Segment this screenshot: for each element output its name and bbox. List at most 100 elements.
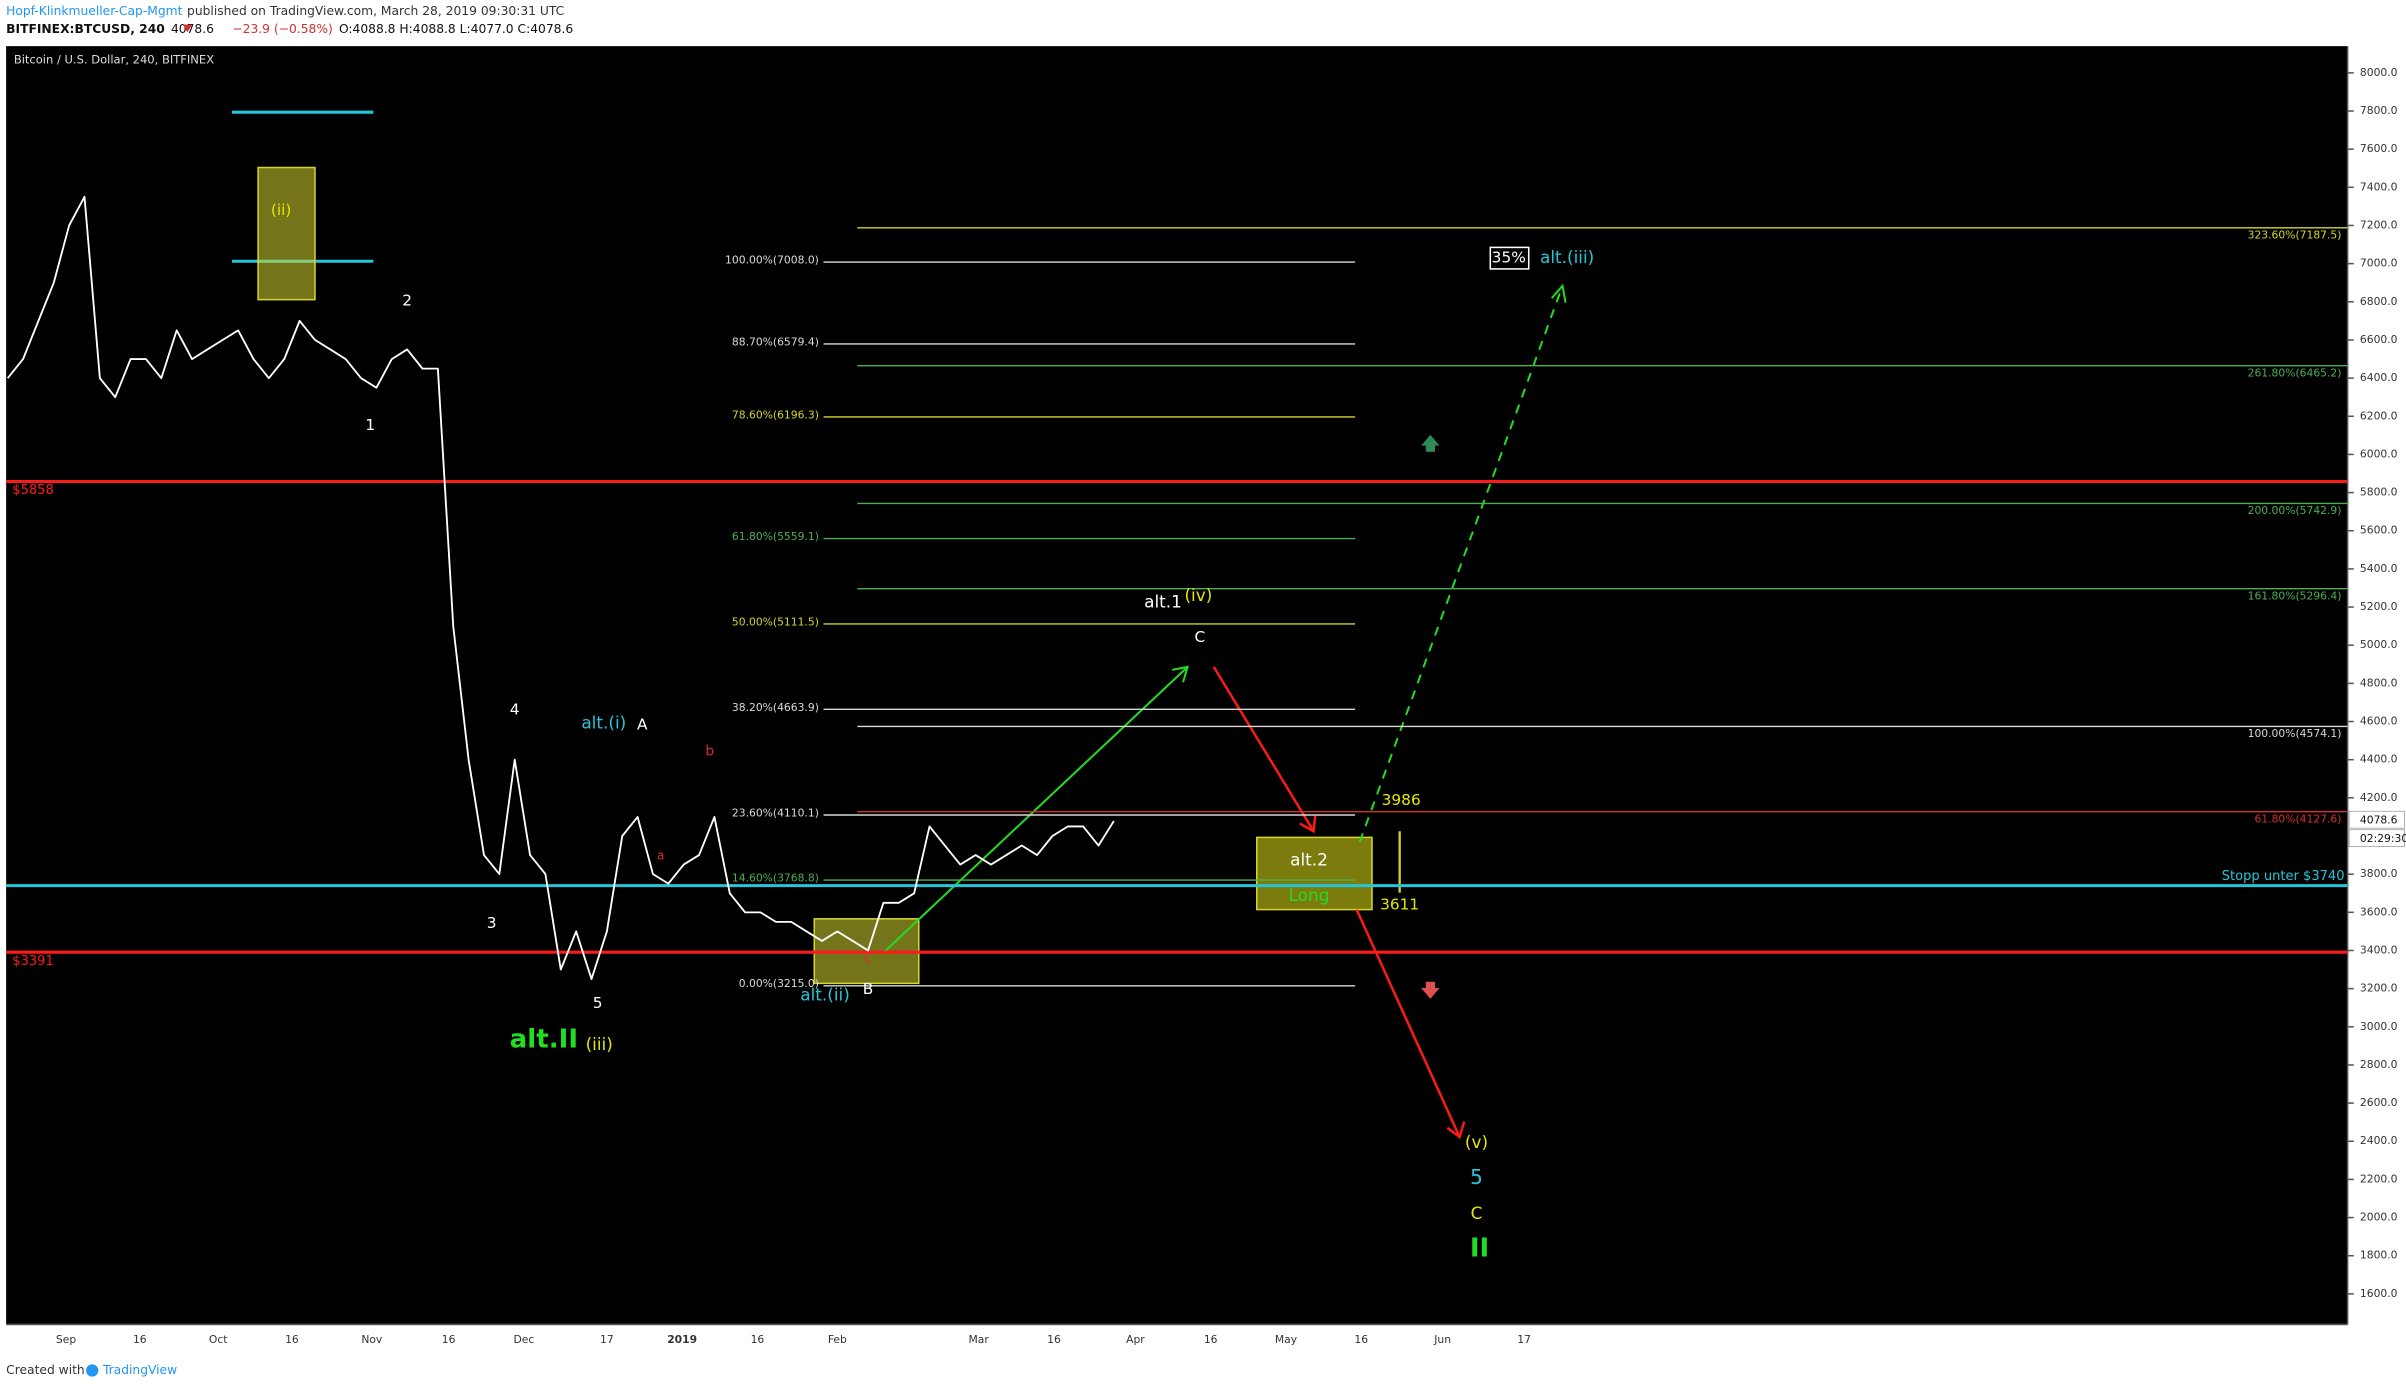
- fib-label: 23.60%(4110.1): [732, 806, 819, 819]
- arrow-head: [1299, 815, 1317, 834]
- chart-pane: [6, 46, 2348, 1325]
- x-tick-label: 16: [1354, 1333, 1368, 1346]
- footer-brand[interactable]: TradingView: [102, 1363, 177, 1377]
- down-icon: [1421, 981, 1440, 999]
- fib-label: 200.00%(5742.9): [2248, 504, 2342, 517]
- y-tick-label: 3800.0: [2360, 867, 2398, 880]
- level-label: $5858: [12, 483, 54, 498]
- y-tick-label: 3600.0: [2360, 905, 2398, 918]
- y-tick-label: 5000.0: [2360, 638, 2398, 651]
- wave-label: (iv): [1184, 585, 1212, 605]
- dashed-arrow: [1358, 285, 1564, 843]
- y-tick-label: 3000.0: [2360, 1020, 2398, 1033]
- y-tick-label: 2800.0: [2360, 1058, 2398, 1071]
- price-tag: 02:29:30: [2360, 832, 2406, 845]
- y-tick-label: 7600.0: [2360, 142, 2398, 155]
- y-tick-label: 7200.0: [2360, 218, 2398, 231]
- green-arrow: [882, 666, 1189, 954]
- y-tick-label: 5400.0: [2360, 562, 2398, 575]
- wave-label: Long: [1289, 885, 1330, 905]
- wave-label: 4: [510, 700, 520, 718]
- wave-label: 3: [487, 914, 497, 932]
- fib-label: 88.70%(6579.4): [732, 335, 819, 348]
- arrow-head: [1446, 1121, 1466, 1140]
- y-tick-label: 6000.0: [2360, 447, 2398, 460]
- wave-label: alt.II: [510, 1025, 578, 1055]
- y-tick-label: 1800.0: [2360, 1249, 2398, 1262]
- fib-label: 61.80%(5559.1): [732, 530, 819, 543]
- x-tick-label: 16: [1047, 1333, 1061, 1346]
- y-tick-label: 4600.0: [2360, 715, 2398, 728]
- y-tick-label: 7000.0: [2360, 257, 2398, 270]
- drawings: $5858 $3391 Stopp unter $3740 100.00%(7008.…: [6, 110, 2348, 1264]
- tv-logo: [86, 1364, 99, 1377]
- y-tick-label: 6800.0: [2360, 295, 2398, 308]
- wave-label: C: [1471, 1203, 1483, 1223]
- fib-label: 261.80%(6465.2): [2248, 366, 2342, 379]
- change: −23.9 (−0.58%): [232, 22, 332, 36]
- x-tick-label: 16: [1204, 1333, 1218, 1346]
- wave-label: alt.2: [1290, 849, 1328, 869]
- fib-label: 161.80%(5296.4): [2248, 589, 2342, 602]
- x-tick-label: Jun: [1433, 1333, 1451, 1346]
- x-tick-label: 16: [751, 1333, 765, 1346]
- y-tick-label: 5800.0: [2360, 486, 2398, 499]
- x-tick-label: Dec: [514, 1333, 535, 1346]
- y-tick-label: 2200.0: [2360, 1172, 2398, 1185]
- y-tick-label: 6200.0: [2360, 409, 2398, 422]
- y-tick-label: 5600.0: [2360, 524, 2398, 537]
- author[interactable]: Hopf-Klinkmueller-Cap-Mgmt: [6, 3, 182, 17]
- wave-label: alt.(i): [581, 713, 626, 733]
- level-label: Stopp unter $3740: [2222, 869, 2345, 884]
- wave-label: B: [863, 980, 874, 998]
- wave-label: b: [705, 743, 714, 759]
- red-arrow: [1212, 666, 1315, 832]
- published: published on TradingView.com, March 28, …: [187, 3, 564, 17]
- price-line: [6, 195, 1115, 980]
- wave-label: C: [1195, 628, 1206, 646]
- x-tick-label: 2019: [667, 1333, 697, 1346]
- arrow-head: [1172, 665, 1190, 683]
- wave-label: 35%: [1492, 249, 1526, 267]
- last-price: 4078.6: [171, 22, 214, 36]
- y-tick-label: 4200.0: [2360, 791, 2398, 804]
- wave-label: 1: [365, 416, 375, 434]
- fib-label: 78.60%(6196.3): [732, 408, 819, 421]
- wave-label: II: [1470, 1234, 1489, 1264]
- fib-label: 61.80%(4127.6): [2254, 812, 2341, 825]
- down-triangle: [182, 24, 193, 33]
- x-tick-label: 16: [133, 1333, 147, 1346]
- y-tick-label: 4800.0: [2360, 676, 2398, 689]
- wave-label: alt.(ii): [800, 985, 850, 1005]
- wave-label: (v): [1465, 1132, 1488, 1152]
- y-tick-label: 3400.0: [2360, 943, 2398, 956]
- alt2-box: [1256, 836, 1373, 911]
- y-tick-label: 7400.0: [2360, 180, 2398, 193]
- y-tick-label: 2400.0: [2360, 1134, 2398, 1147]
- x-tick-label: 16: [442, 1333, 456, 1346]
- x-tick-label: Sep: [56, 1333, 76, 1346]
- wave-label: c: [864, 951, 872, 967]
- y-tick-label: 3200.0: [2360, 982, 2398, 995]
- fib-label: 0.00%(3215.0): [739, 977, 819, 990]
- wave-label: 3986: [1382, 791, 1421, 809]
- y-tick-label: 6400.0: [2360, 371, 2398, 384]
- fib-label: 100.00%(4574.1): [2248, 727, 2342, 740]
- x-tick-label: 16: [285, 1333, 299, 1346]
- red-arrow: [1355, 909, 1461, 1138]
- footer-created: Created with: [6, 1363, 85, 1377]
- x-tick-label: May: [1275, 1333, 1298, 1346]
- wave-label: (iii): [586, 1034, 613, 1054]
- x-tick-label: Feb: [828, 1333, 847, 1346]
- wave-label: 3611: [1380, 895, 1419, 913]
- x-tick-label: Nov: [361, 1333, 383, 1346]
- symbol: BITFINEX:BTCUSD, 240: [6, 22, 165, 36]
- y-tick-label: 1600.0: [2360, 1287, 2398, 1300]
- percent-box: [1489, 246, 1530, 270]
- level-label: $3391: [12, 954, 54, 969]
- y-tick-label: 7800.0: [2360, 104, 2398, 117]
- y-tick-label: 6600.0: [2360, 333, 2398, 346]
- wave-label: 5: [593, 994, 603, 1012]
- price-tag-bg: [2348, 810, 2405, 829]
